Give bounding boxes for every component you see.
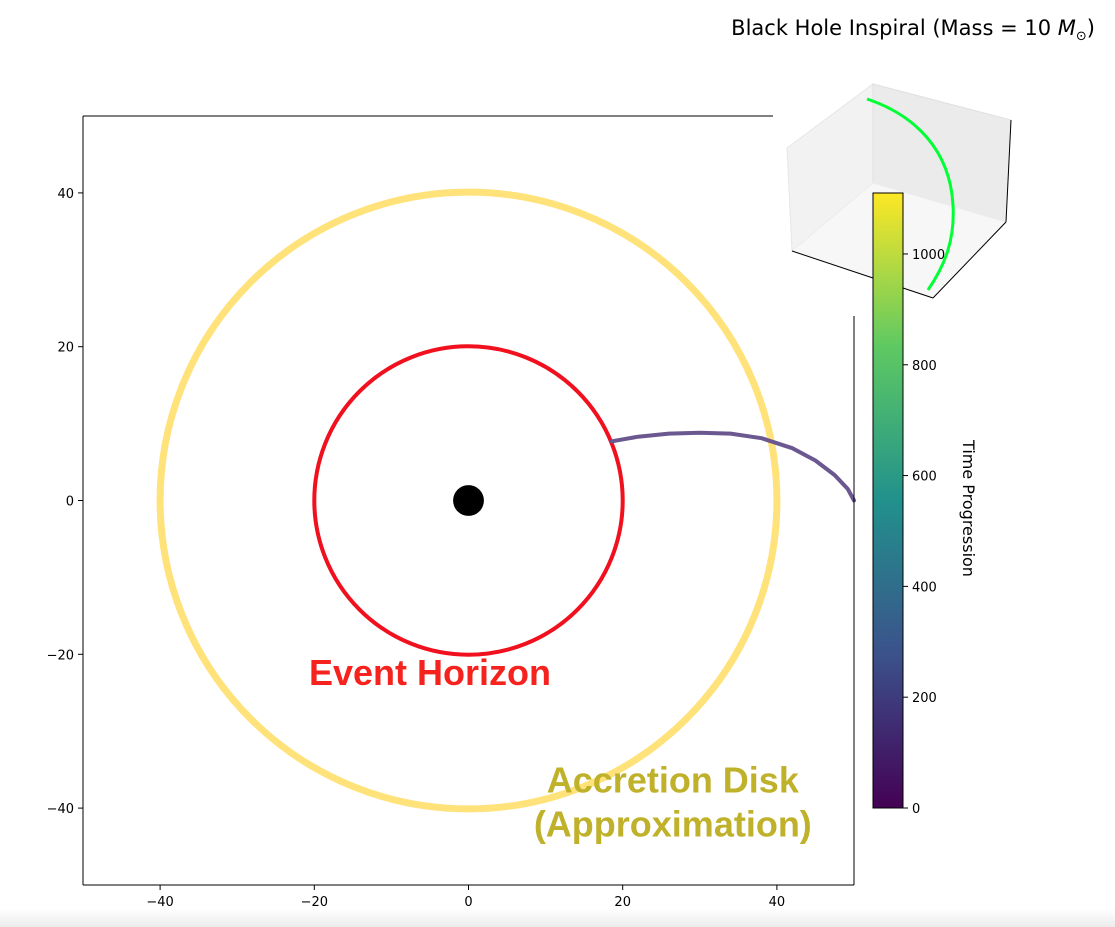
- figure-title: Black Hole Inspiral (Mass = 10 M⊙): [731, 16, 1095, 44]
- axes-ticks: −40 −20 0 20 40 −40 −20 0 20 40: [47, 187, 786, 910]
- y-tick-label: −40: [47, 802, 74, 817]
- x-tick-label: −40: [146, 895, 173, 910]
- inset-x-axis: [791, 250, 934, 299]
- event-horizon-label: Event Horizon: [309, 652, 551, 693]
- accretion-disk-sublabel: (Approximation): [534, 804, 812, 845]
- colorbar-label: Time Progression: [959, 439, 978, 577]
- x-tick-label: 40: [769, 895, 786, 910]
- colorbar-tick-label: 1000: [912, 248, 945, 263]
- colorbar-tick-label: 400: [912, 580, 937, 595]
- title-subscript: ⊙: [1075, 29, 1087, 45]
- colorbar: 0 200 400 600 800 1000 Time Progression: [872, 192, 978, 817]
- title-symbol: M: [1057, 16, 1076, 40]
- inset-trajectory: [866, 97, 955, 291]
- x-tick-label: 0: [464, 895, 472, 910]
- x-tick-label: −20: [301, 895, 328, 910]
- y-tick-label: −20: [47, 648, 74, 663]
- annotation-layer: Event Horizon Accretion Disk(Approximatio…: [309, 652, 812, 844]
- colorbar-tick-label: 600: [912, 470, 937, 485]
- title-suffix: ): [1086, 16, 1095, 40]
- event-horizon-circle: [312, 344, 625, 657]
- colorbar-bar: [872, 192, 904, 809]
- x-tick-label: 20: [614, 895, 631, 910]
- accretion-disk-label: Accretion Disk: [547, 760, 800, 801]
- colorbar-tick-label: 0: [912, 802, 920, 817]
- window-bottom-edge: [0, 909, 1115, 927]
- title-prefix: Black Hole Inspiral (Mass = 10: [731, 16, 1058, 40]
- y-tick-label: 20: [57, 341, 74, 356]
- main-plot: −40 −20 0 20 40 −40 −20 0 20 40 Event Horizon Accr…: [47, 115, 856, 910]
- colorbar-tick-label: 200: [912, 691, 937, 706]
- black-hole-marker: [453, 485, 484, 516]
- accretion-disk-circle: [156, 188, 781, 813]
- y-tick-label: 0: [66, 495, 74, 510]
- inset-y-axis: [932, 221, 1007, 299]
- colorbar-tick-label: 800: [912, 359, 937, 374]
- trajectory-layer: [609, 430, 856, 503]
- inset-z-axis: [1005, 119, 1012, 223]
- y-tick-label: 40: [57, 187, 74, 202]
- inspiral-trajectory: [609, 430, 856, 503]
- circle-layer: [156, 188, 781, 813]
